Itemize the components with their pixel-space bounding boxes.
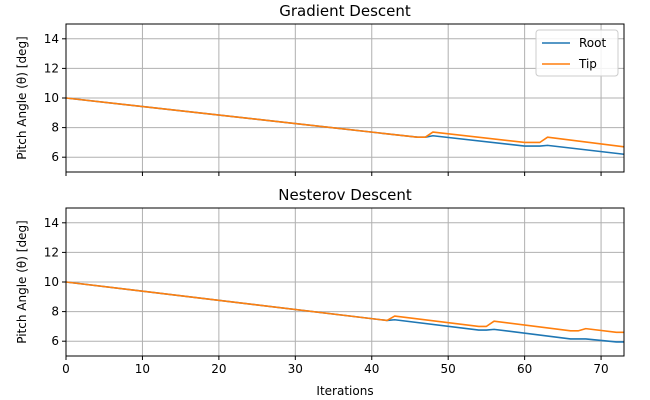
y-axis-label: Pitch Angle (θ) [deg] <box>15 220 29 344</box>
y-tick-label: 14 <box>44 32 59 46</box>
series-line-tip <box>65 97 625 148</box>
x-tick-label: 60 <box>517 362 532 376</box>
x-tick-label: 20 <box>211 362 226 376</box>
y-tick-label: 8 <box>51 121 59 135</box>
subplot-title: Nesterov Descent <box>278 186 412 204</box>
y-tick-label: 6 <box>51 150 59 164</box>
subplot-title: Gradient Descent <box>279 2 411 20</box>
x-tick-label: 10 <box>135 362 150 376</box>
y-tick-label: 10 <box>44 275 59 289</box>
legend: Root Tip <box>535 29 619 77</box>
y-tick-label: 8 <box>51 305 59 319</box>
y-tick-label: 6 <box>51 334 59 348</box>
x-tick-label: 70 <box>593 362 608 376</box>
x-tick-label: 50 <box>441 362 456 376</box>
y-tick-label: 12 <box>44 245 59 259</box>
x-tick-label: 40 <box>364 362 379 376</box>
subplot-top: 6 8 10 12 14 Gradient Descent Pitch Angle (θ) … <box>15 2 625 176</box>
x-tick-label: 0 <box>62 362 70 376</box>
x-axis-label: Iterations <box>316 384 373 398</box>
y-tick-label: 10 <box>44 91 59 105</box>
y-tick-label: 12 <box>44 61 59 75</box>
subplot-bottom: 0 10 20 30 40 50 60 70 6 8 10 12 14 Nesterov Descent P… <box>15 186 625 398</box>
x-tick-label: 30 <box>288 362 303 376</box>
series-line-root <box>65 281 624 343</box>
y-tick-label: 14 <box>44 216 59 230</box>
y-axis-label: Pitch Angle (θ) [deg] <box>15 36 29 160</box>
series-line-root <box>65 97 625 156</box>
legend-label: Tip <box>578 57 597 71</box>
legend-label: Root <box>579 36 606 50</box>
series-line-tip <box>65 281 624 334</box>
